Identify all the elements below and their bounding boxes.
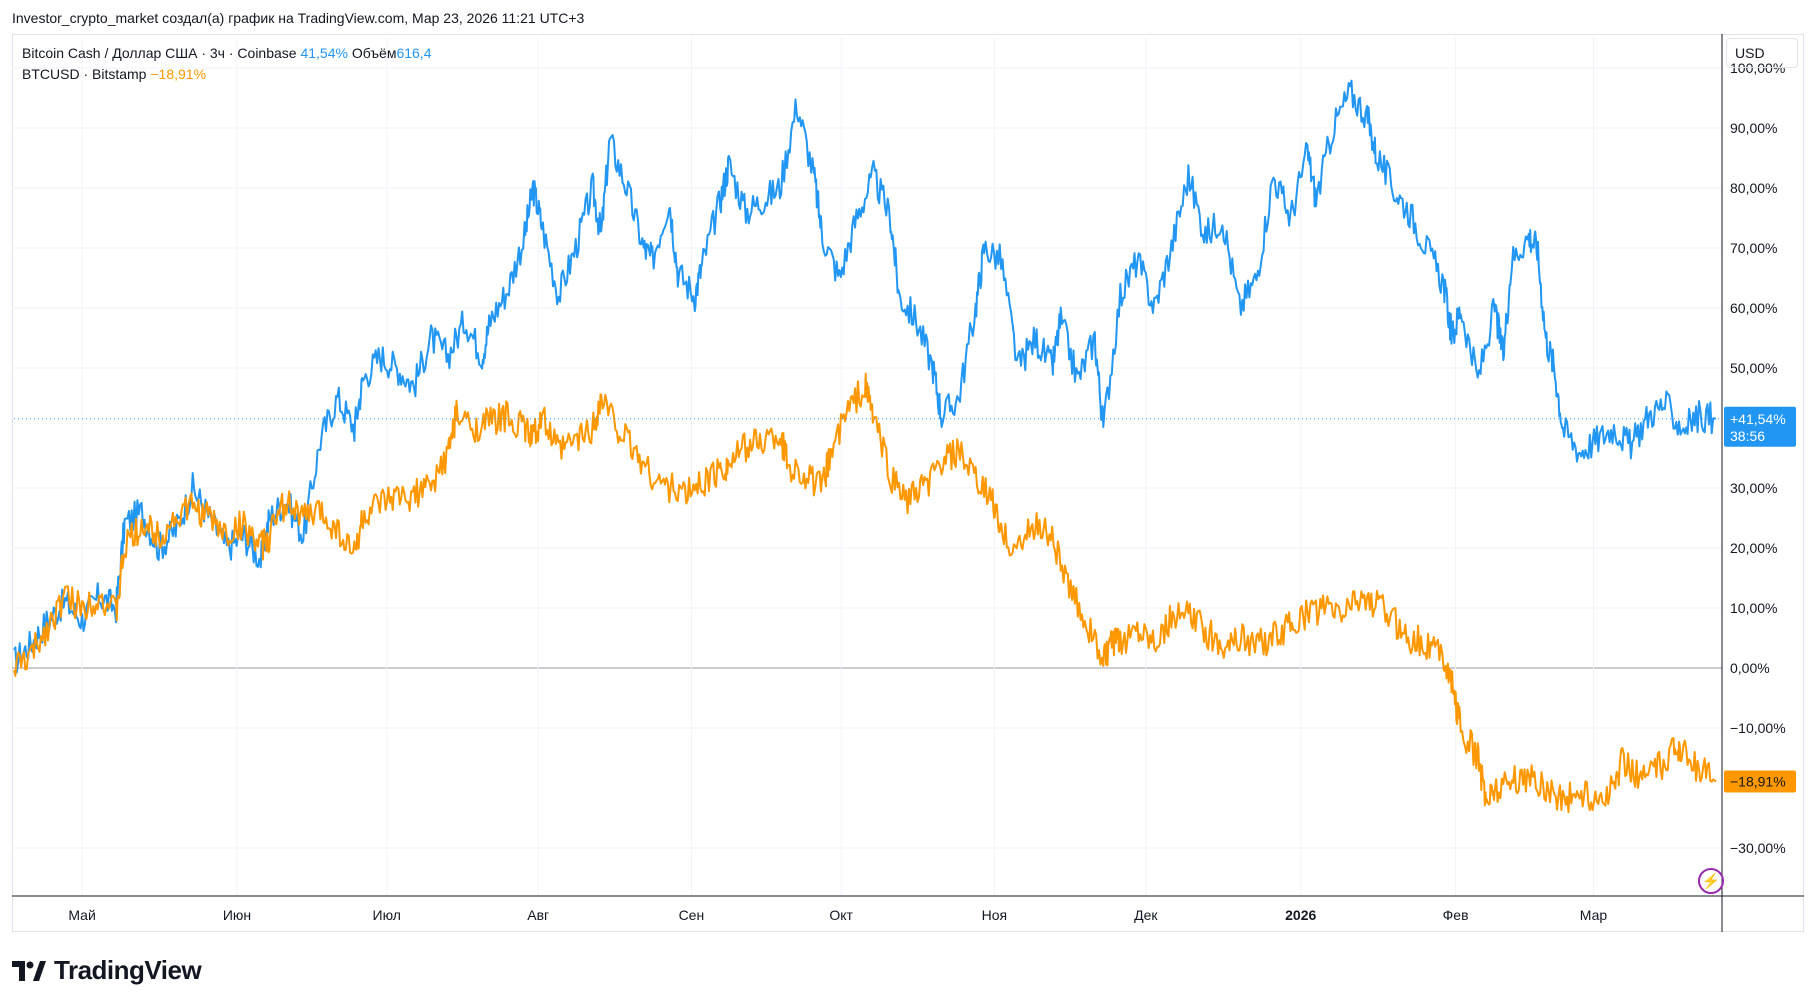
- price-badge-btc: [1724, 770, 1796, 793]
- y-tick-label: 70,00%: [1730, 240, 1777, 256]
- y-tick-label: 100,00%: [1730, 60, 1785, 76]
- y-tick-label: 50,00%: [1730, 360, 1777, 376]
- price-badge-bch: [1724, 406, 1796, 447]
- x-tick-label: Авг: [527, 907, 549, 923]
- legend-volume-label: Объём: [351, 45, 397, 61]
- tradingview-logo: TradingView: [12, 955, 202, 986]
- lightning-icon[interactable]: ⚡: [1698, 868, 1724, 894]
- x-tick-label: Май: [68, 907, 95, 923]
- y-tick-label: 10,00%: [1730, 600, 1777, 616]
- legend-volume-value: 616,4: [396, 45, 432, 61]
- legend-bch-name: Bitcoin Cash / Доллар США · 3ч · Coinbas…: [22, 45, 297, 61]
- y-tick-label: 90,00%: [1730, 120, 1777, 136]
- x-tick-label: Ноя: [982, 907, 1007, 923]
- y-tick-label: 20,00%: [1730, 540, 1777, 556]
- price-badge-btc-value: −18,91%: [1730, 773, 1786, 789]
- brand-name: TradingView: [54, 955, 202, 985]
- legend-btc-name: BTCUSD · Bitstamp: [22, 66, 147, 82]
- chart-frame: [12, 34, 1804, 932]
- series-line-bch: [13, 79, 1717, 674]
- currency-button[interactable]: USD: [1726, 38, 1798, 68]
- y-tick-label: 0,00%: [1730, 660, 1770, 676]
- legend-btc-change: −18,91%: [150, 66, 207, 82]
- chart-attribution: Investor_crypto_market создал(а) график …: [12, 10, 585, 26]
- x-tick-label: Фев: [1443, 907, 1469, 923]
- price-badge-bch-value: +41,54%: [1730, 411, 1786, 427]
- price-badge-bch-countdown: 38:56: [1730, 428, 1765, 444]
- x-tick-label: 2026: [1285, 907, 1316, 923]
- x-tick-label: Июн: [223, 907, 251, 923]
- legend-bch[interactable]: Bitcoin Cash / Доллар США · 3ч · Coinbas…: [22, 45, 432, 61]
- x-tick-label: Окт: [829, 907, 853, 923]
- y-tick-label: 30,00%: [1730, 480, 1777, 496]
- y-tick-label: −10,00%: [1730, 720, 1786, 736]
- legend-btc[interactable]: BTCUSD · Bitstamp −18,91%: [22, 66, 206, 82]
- x-tick-label: Сен: [679, 907, 705, 923]
- x-tick-label: Июл: [373, 907, 401, 923]
- x-tick-label: Дек: [1134, 907, 1158, 923]
- y-tick-label: 80,00%: [1730, 180, 1777, 196]
- series-line-btc: [13, 372, 1717, 814]
- tradingview-logo-icon: [12, 960, 46, 981]
- y-tick-label: −30,00%: [1730, 840, 1786, 856]
- x-tick-label: Мар: [1580, 907, 1608, 923]
- legend-bch-change: 41,54%: [300, 45, 348, 61]
- y-tick-label: 60,00%: [1730, 300, 1777, 316]
